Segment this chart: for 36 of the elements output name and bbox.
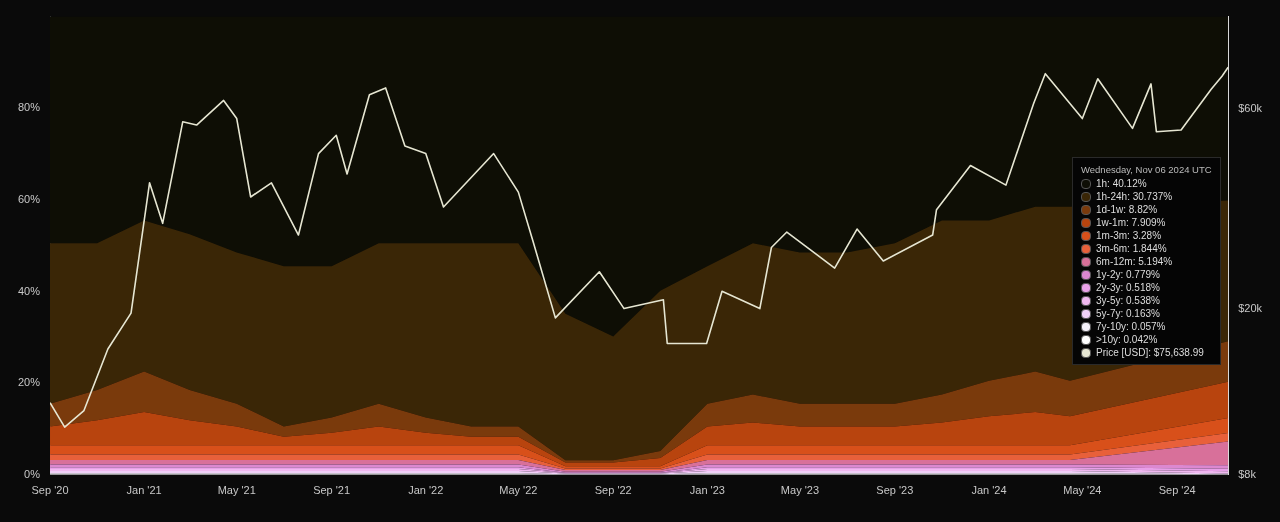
- annotation: Price [USD]: $75,638.99: [1096, 346, 1204, 359]
- x-tick-label: Jan '22: [408, 484, 444, 497]
- y-tick-label: 0%: [24, 467, 41, 480]
- x-tick-label: Sep '20: [31, 484, 69, 497]
- annotation: Wednesday, Nov 06 2024 UTC: [1081, 163, 1212, 176]
- x-tick-label: May '21: [217, 484, 256, 497]
- annotation: >10y: 0.042%: [1096, 333, 1158, 346]
- annotation: 5y-7y: 0.163%: [1096, 307, 1160, 320]
- annotation: 1w-1m: 7.909%: [1096, 216, 1166, 229]
- x-tick-label: Sep '21: [313, 484, 351, 497]
- annotation: 3y-5y: 0.538%: [1096, 294, 1160, 307]
- annotation: 1m-3m: 3.28%: [1096, 229, 1162, 242]
- x-tick-label: Jan '23: [689, 484, 725, 497]
- annotation: 1y-2y: 0.779%: [1096, 268, 1160, 281]
- y2-tick-label: $8k: [1238, 467, 1257, 480]
- annotation: 1h: 40.12%: [1096, 177, 1147, 190]
- annotation: 6m-12m: 5.194%: [1096, 255, 1173, 268]
- x-tick-label: Jan '21: [126, 484, 162, 497]
- annotation: 1d-1w: 8.82%: [1096, 203, 1158, 216]
- x-tick-label: May '22: [499, 484, 538, 497]
- y-tick-label: 80%: [17, 101, 41, 114]
- x-tick-label: Sep '24: [1158, 484, 1196, 497]
- y-tick-label: 40%: [17, 284, 41, 297]
- y2-tick-label: $20k: [1238, 301, 1263, 314]
- x-tick-label: Sep '23: [876, 484, 914, 497]
- x-tick-label: May '23: [780, 484, 820, 497]
- y-tick-label: 20%: [17, 376, 41, 389]
- y-tick-label: 60%: [17, 192, 41, 205]
- annotation: 2y-3y: 0.518%: [1096, 281, 1160, 294]
- x-tick-label: Jan '24: [971, 484, 1007, 497]
- annotation: 7y-10y: 0.057%: [1096, 320, 1166, 333]
- x-tick-label: May '24: [1063, 484, 1102, 497]
- y2-tick-label: $60k: [1238, 102, 1263, 115]
- annotation: 3m-6m: 1.844%: [1096, 242, 1167, 255]
- x-tick-label: Sep '22: [594, 484, 632, 497]
- annotation: 1h-24h: 30.737%: [1096, 190, 1173, 203]
